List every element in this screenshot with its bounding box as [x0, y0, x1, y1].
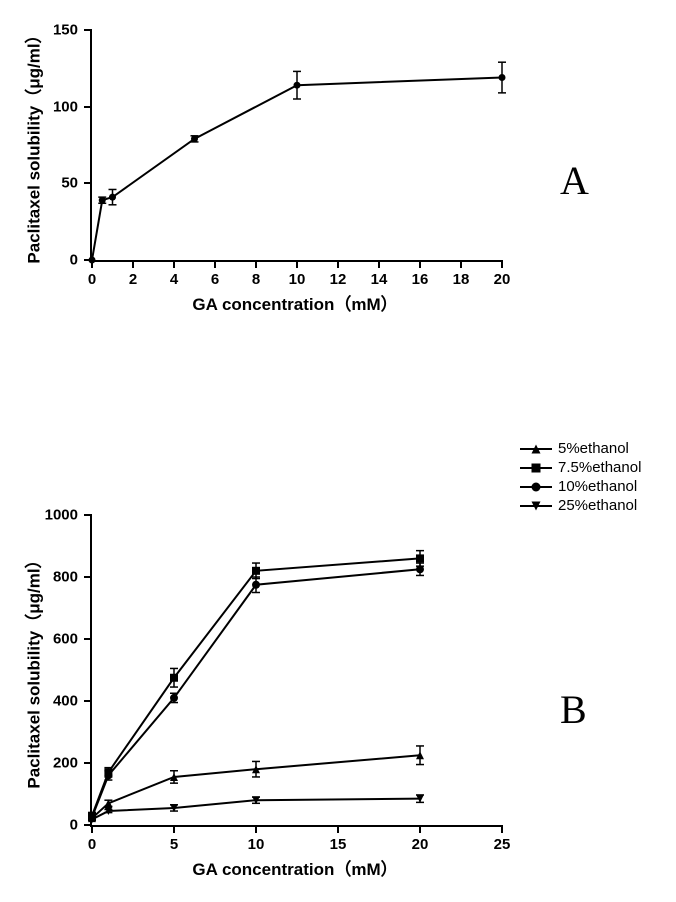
legend-swatch: [520, 480, 552, 494]
x-axis-label-a: GA concentration（mM）: [192, 290, 397, 315]
x-tick: [501, 825, 503, 833]
legend-b: 5%ethanol 7.5%ethanol 10%ethanol 25%ethanol: [520, 440, 641, 516]
legend-item: 5%ethanol: [520, 440, 641, 457]
x-tick-label: 4: [170, 271, 178, 288]
legend-item: 7.5%ethanol: [520, 459, 641, 476]
legend-item: 25%ethanol: [520, 497, 641, 514]
x-tick-label: 10: [248, 836, 265, 853]
x-tick: [378, 260, 380, 268]
x-tick-label: 2: [129, 271, 137, 288]
plot-area-b: 051015202502004006008001000: [90, 515, 502, 827]
y-tick: [84, 700, 92, 702]
x-tick-label: 20: [494, 271, 511, 288]
x-tick-label: 10: [289, 271, 306, 288]
y-axis-label-b: Paclitaxel solubility（μg/ml）: [20, 551, 45, 788]
legend-label: 7.5%ethanol: [558, 459, 641, 476]
x-tick-label: 16: [412, 271, 429, 288]
y-tick-label: 800: [53, 569, 78, 586]
x-tick: [132, 260, 134, 268]
y-axis-label-a: Paclitaxel solubility（μg/ml）: [20, 26, 45, 263]
x-tick: [173, 825, 175, 833]
x-tick: [419, 825, 421, 833]
y-tick-label: 0: [70, 817, 78, 834]
y-tick: [84, 576, 92, 578]
x-tick: [91, 260, 93, 268]
y-tick: [84, 638, 92, 640]
x-tick-label: 0: [88, 271, 96, 288]
y-tick-label: 600: [53, 631, 78, 648]
legend-label: 5%ethanol: [558, 440, 629, 457]
x-tick: [337, 260, 339, 268]
panel-label-a: A: [560, 157, 589, 204]
y-tick: [84, 824, 92, 826]
plot-area-a: 02468101214161820050100150: [90, 30, 502, 262]
x-tick: [214, 260, 216, 268]
y-tick: [84, 29, 92, 31]
x-tick-label: 18: [453, 271, 470, 288]
x-tick-label: 20: [412, 836, 429, 853]
chart-svg-a: [92, 30, 502, 260]
y-tick-label: 50: [61, 175, 78, 192]
legend-label: 10%ethanol: [558, 478, 637, 495]
x-tick: [173, 260, 175, 268]
x-tick: [501, 260, 503, 268]
y-tick-label: 200: [53, 755, 78, 772]
legend-swatch: [520, 461, 552, 475]
x-tick: [91, 825, 93, 833]
legend-label: 25%ethanol: [558, 497, 637, 514]
y-tick-label: 400: [53, 693, 78, 710]
legend-item: 10%ethanol: [520, 478, 641, 495]
x-tick: [255, 825, 257, 833]
chart-svg-b: [92, 515, 502, 825]
y-tick-label: 100: [53, 98, 78, 115]
x-tick: [460, 260, 462, 268]
x-tick-label: 12: [330, 271, 347, 288]
panel-label-b: B: [560, 686, 587, 733]
page: 02468101214161820050100150 Paclitaxel so…: [0, 0, 676, 902]
x-tick-label: 0: [88, 836, 96, 853]
y-tick: [84, 259, 92, 261]
y-tick: [84, 762, 92, 764]
y-tick-label: 1000: [45, 507, 78, 524]
x-tick: [337, 825, 339, 833]
x-tick-label: 15: [330, 836, 347, 853]
y-tick-label: 150: [53, 22, 78, 39]
y-tick: [84, 182, 92, 184]
x-tick-label: 14: [371, 271, 388, 288]
y-tick: [84, 106, 92, 108]
x-tick-label: 25: [494, 836, 511, 853]
x-tick: [296, 260, 298, 268]
y-tick: [84, 514, 92, 516]
x-tick-label: 5: [170, 836, 178, 853]
x-tick-label: 8: [252, 271, 260, 288]
x-tick-label: 6: [211, 271, 219, 288]
y-tick-label: 0: [70, 252, 78, 269]
legend-swatch: [520, 442, 552, 456]
x-tick: [419, 260, 421, 268]
x-axis-label-b: GA concentration（mM）: [192, 855, 397, 880]
legend-swatch: [520, 499, 552, 513]
x-tick: [255, 260, 257, 268]
